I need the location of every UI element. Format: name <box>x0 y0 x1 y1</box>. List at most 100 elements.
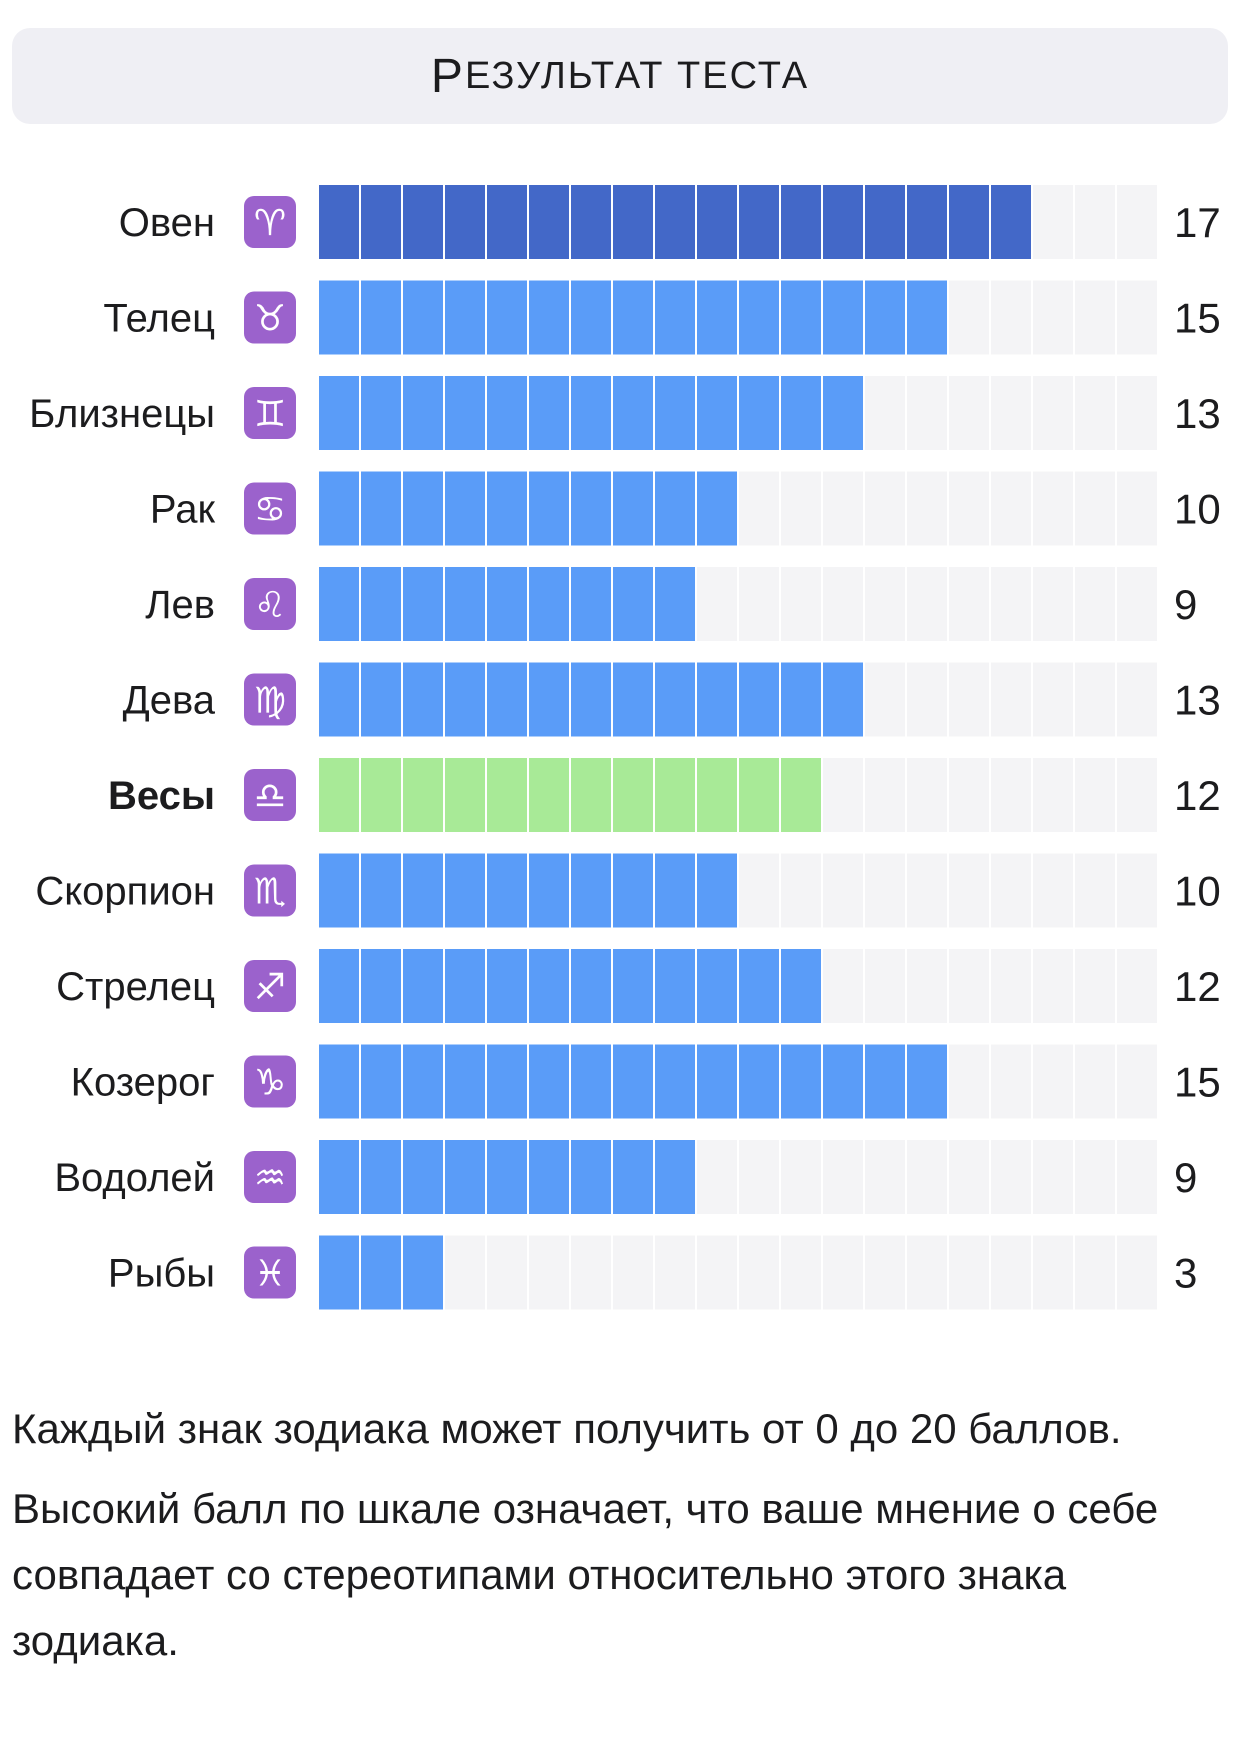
bar-cell-filled <box>571 1140 611 1214</box>
bar-cell-filled <box>529 185 569 259</box>
bar-cell-filled <box>445 567 485 641</box>
bar-cell-filled <box>403 376 443 450</box>
bar-cell-filled <box>823 280 863 355</box>
bar-cell-filled <box>613 471 653 546</box>
zodiac-symbol-glyph: ♑ <box>254 1063 286 1104</box>
zodiac-symbol-glyph: ♍ <box>254 681 286 722</box>
zodiac-label: Дева <box>123 679 216 723</box>
zodiac-symbol-icon <box>244 196 296 248</box>
bar-cell-filled <box>571 567 611 641</box>
bar-cell-filled <box>319 1044 359 1119</box>
bar-cell-empty <box>781 471 821 546</box>
bar-cell-filled <box>445 949 485 1023</box>
score-value: 15 <box>1174 295 1221 342</box>
bar-cell-filled <box>907 280 947 355</box>
bar-cell-empty <box>907 758 947 832</box>
bar-cell-filled <box>655 1044 695 1119</box>
zodiac-symbol-glyph: ♎ <box>254 776 286 817</box>
zodiac-symbol-icon <box>244 1246 296 1299</box>
bar-cell-filled <box>487 1044 527 1119</box>
bar-cell-filled <box>781 280 821 355</box>
bar-cell-empty <box>1033 1235 1073 1310</box>
bar-cell-empty <box>949 471 989 546</box>
bar-cell-empty <box>1033 758 1073 832</box>
bar-cell-empty <box>1117 758 1157 832</box>
bar-cell-empty <box>1075 376 1115 450</box>
bar-cell-filled <box>865 185 905 259</box>
result-title-rest: езультат теста <box>464 54 810 97</box>
explanation-notes: Каждый знак зодиака может получить от 0 … <box>12 1396 1222 1688</box>
bar-cell-empty <box>865 376 905 450</box>
bar-cell-filled <box>655 1140 695 1214</box>
bar-cell-filled <box>907 1044 947 1119</box>
bar-cell-empty <box>823 567 863 641</box>
bar-cell-filled <box>403 567 443 641</box>
score-value: 13 <box>1174 390 1221 437</box>
zodiac-symbol-icon <box>244 673 296 726</box>
bar-cell-filled <box>403 1235 443 1310</box>
bar-cell-filled <box>361 280 401 355</box>
bar-cell-filled <box>739 758 779 832</box>
bar-cell-empty <box>1075 662 1115 737</box>
bar-cell-empty <box>991 567 1031 641</box>
bar-cell-empty <box>865 949 905 1023</box>
bar-cell-filled <box>697 758 737 832</box>
bar-cell-filled <box>403 949 443 1023</box>
bar-cell-empty <box>1033 376 1073 450</box>
bar-cell-filled <box>445 662 485 737</box>
bar-cell-filled <box>739 376 779 450</box>
bar-cell-filled <box>571 949 611 1023</box>
bar-cell-filled <box>403 280 443 355</box>
zodiac-label: Козерог <box>71 1061 215 1105</box>
bar-cell-empty <box>907 662 947 737</box>
bar-cell-filled <box>739 662 779 737</box>
bar-cell-filled <box>319 949 359 1023</box>
bar-cell-filled <box>823 1044 863 1119</box>
bar-cell-empty <box>781 1140 821 1214</box>
bar-cell-empty <box>1033 949 1073 1023</box>
bar-cell-filled <box>319 376 359 450</box>
bar-cell-filled <box>529 1140 569 1214</box>
bar-cell-filled <box>403 758 443 832</box>
bar-cell-empty <box>949 662 989 737</box>
score-value: 9 <box>1174 1154 1197 1201</box>
bar-cell-empty <box>949 1044 989 1119</box>
bar-cell-empty <box>487 1235 527 1310</box>
zodiac-symbol-glyph: ♌ <box>254 585 286 626</box>
bar-cell-filled <box>361 1140 401 1214</box>
score-value: 3 <box>1174 1250 1197 1297</box>
bar-cell-filled <box>361 1044 401 1119</box>
bar-cell-filled <box>739 185 779 259</box>
bar-cell-empty <box>1075 853 1115 928</box>
bar-cell-filled <box>319 1235 359 1310</box>
zodiac-label: Близнецы <box>29 392 215 436</box>
bar-cell-filled <box>319 471 359 546</box>
bar-cell-filled <box>445 1140 485 1214</box>
bar-cell-filled <box>739 1044 779 1119</box>
bar-cell-empty <box>445 1235 485 1310</box>
bar-cell-empty <box>613 1235 653 1310</box>
bar-cell-filled <box>445 758 485 832</box>
bar-cell-filled <box>487 567 527 641</box>
bar-cell-filled <box>739 949 779 1023</box>
bar-cell-filled <box>697 662 737 737</box>
bar-cell-filled <box>529 376 569 450</box>
bar-cell-empty <box>907 471 947 546</box>
bar-cell-filled <box>613 662 653 737</box>
bar-cell-filled <box>487 376 527 450</box>
zodiac-symbol-icon <box>244 960 296 1012</box>
bar-cell-empty <box>991 1140 1031 1214</box>
bar-cell-empty <box>529 1235 569 1310</box>
zodiac-symbol-icon <box>244 387 296 439</box>
bar-cell-empty <box>571 1235 611 1310</box>
bar-cell-filled <box>529 758 569 832</box>
note-range: Каждый знак зодиака может получить от 0 … <box>12 1405 1122 1452</box>
bar-cell-filled <box>487 853 527 928</box>
bar-cell-filled <box>361 1235 401 1310</box>
bar-cell-filled <box>613 949 653 1023</box>
bar-cell-empty <box>1075 567 1115 641</box>
bar-cell-filled <box>655 758 695 832</box>
bar-cell-empty <box>907 567 947 641</box>
bar-cell-filled <box>487 758 527 832</box>
bar-cell-empty <box>865 471 905 546</box>
